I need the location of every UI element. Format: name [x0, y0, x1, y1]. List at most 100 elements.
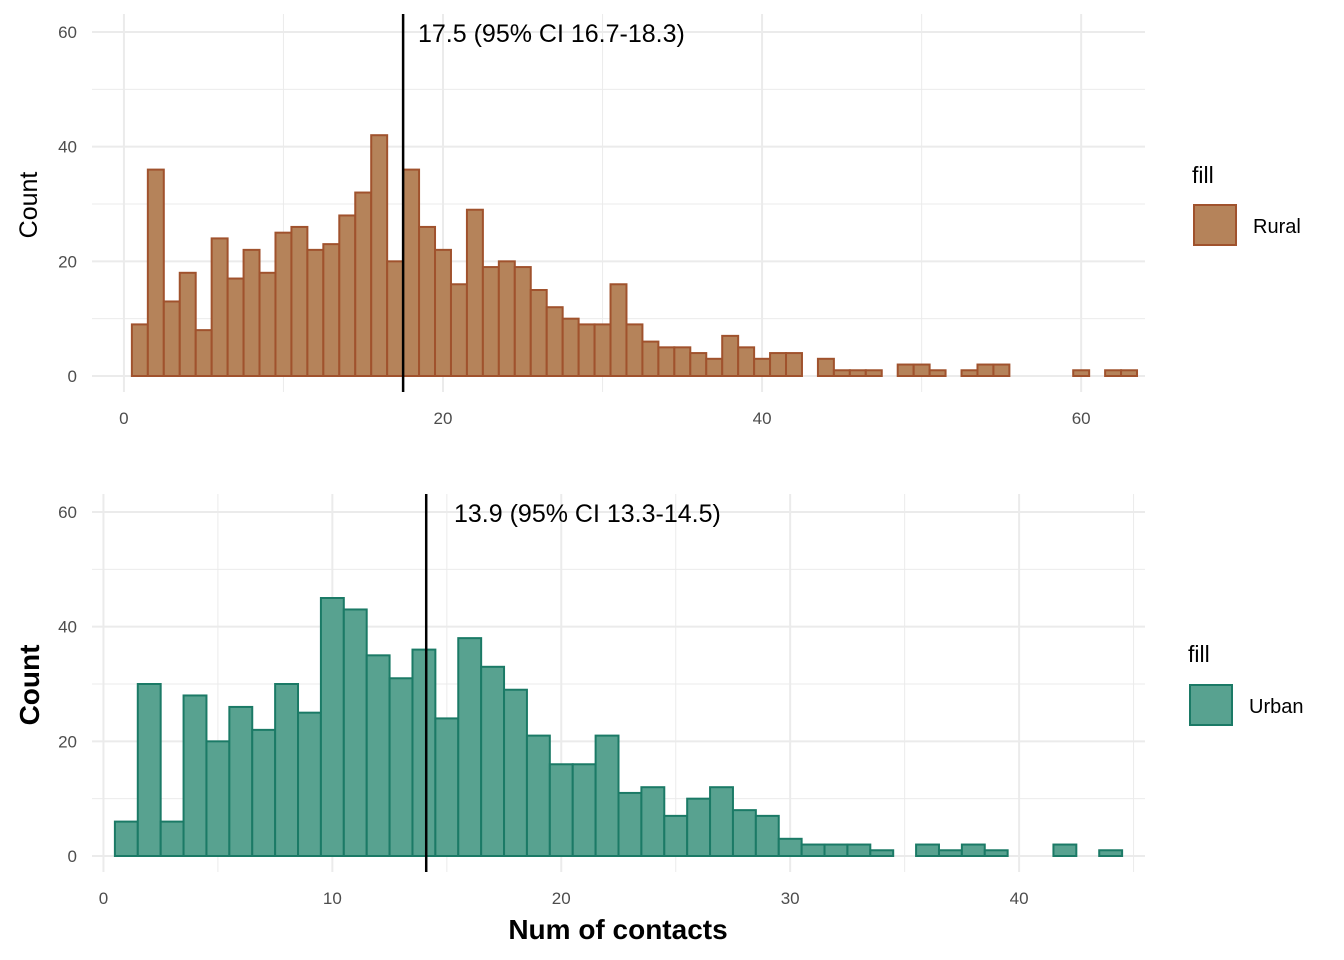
- x-axis-title: Num of contacts: [508, 914, 727, 945]
- rural-y-tick-label: 0: [68, 367, 77, 386]
- rural-bar: [465, 208, 484, 377]
- urban-x-tick-label: 10: [323, 889, 342, 908]
- rural-bar: [976, 363, 995, 377]
- rural-bar: [1072, 369, 1091, 377]
- urban-legend-title: fill: [1188, 641, 1210, 667]
- rural-bar: [274, 231, 293, 377]
- urban-bar: [846, 843, 872, 857]
- urban-legend-swatch: [1189, 684, 1233, 726]
- rural-bar: [1120, 369, 1139, 377]
- rural-bar: [449, 283, 468, 377]
- rural-bars: [130, 134, 1139, 378]
- rural-bar: [816, 357, 835, 377]
- rural-bar: [226, 277, 245, 377]
- rural-bar: [896, 363, 915, 377]
- urban-bar: [297, 711, 322, 858]
- urban-bar: [205, 740, 231, 857]
- rural-bar: [737, 346, 756, 378]
- urban-legend: fill Urban: [1188, 641, 1303, 726]
- rural-bar: [497, 260, 516, 378]
- rural-legend-title: fill: [1192, 162, 1214, 188]
- rural-bar: [178, 271, 197, 377]
- rural-bar: [832, 369, 851, 377]
- urban-bar: [1052, 843, 1078, 857]
- rural-bar: [322, 243, 341, 377]
- urban-bar: [251, 728, 277, 857]
- rural-bar: [657, 346, 676, 378]
- urban-bar: [274, 683, 300, 857]
- urban-bar: [663, 814, 689, 857]
- rural-x-tick-label: 20: [434, 409, 453, 428]
- urban-bar: [365, 654, 391, 857]
- urban-bar: [754, 814, 780, 857]
- rural-bar: [513, 266, 532, 378]
- rural-bar: [928, 369, 947, 377]
- rural-bar: [912, 363, 931, 377]
- rural-histogram-panel: 17.5 (95% CI 16.7-18.3) 0 20 40 60 0204060 …: [15, 14, 1301, 428]
- rural-bar: [960, 369, 979, 377]
- rural-bar: [418, 225, 437, 377]
- rural-bar: [609, 283, 628, 377]
- urban-mean-annotation: 13.9 (95% CI 13.3-14.5): [454, 500, 721, 528]
- urban-x-tick-label: 20: [552, 889, 571, 908]
- urban-y-tick-label: 20: [58, 732, 77, 751]
- urban-bar: [915, 843, 940, 857]
- urban-bar: [1098, 849, 1124, 857]
- urban-bar: [434, 717, 460, 858]
- urban-bar: [709, 786, 734, 858]
- urban-histogram-panel: 13.9 (95% CI 13.3-14.5) 0 10 20 30 40 0 20 40 6…: [14, 494, 1303, 945]
- rural-bar: [434, 248, 452, 377]
- rural-y-axis-title: Count: [15, 172, 43, 239]
- rural-bar: [848, 369, 867, 377]
- rural-bar: [258, 271, 277, 377]
- urban-bar: [388, 677, 414, 857]
- rural-bar: [370, 134, 389, 377]
- rural-bar: [210, 237, 229, 377]
- rural-bar: [354, 191, 373, 377]
- urban-bar: [823, 843, 849, 857]
- rural-x-tick-labels: 0 20 40 60: [119, 409, 1090, 428]
- urban-bar: [937, 849, 963, 857]
- rural-mean-annotation: 17.5 (95% CI 16.7-18.3): [418, 20, 685, 48]
- urban-bars: [113, 597, 1124, 858]
- rural-bar: [625, 323, 644, 377]
- rural-bar: [785, 352, 803, 378]
- rural-bar: [130, 323, 149, 377]
- urban-bar: [960, 843, 986, 857]
- urban-bar: [548, 763, 574, 857]
- rural-bar: [290, 225, 309, 377]
- rural-y-tick-label: 60: [58, 23, 77, 42]
- rural-bar: [1104, 369, 1123, 377]
- rural-bar: [338, 214, 357, 377]
- urban-bar: [777, 837, 803, 857]
- rural-x-tick-label: 0: [119, 409, 128, 428]
- rural-bar: [386, 260, 405, 378]
- rural-bar: [402, 168, 421, 377]
- urban-bar: [869, 849, 895, 857]
- rural-legend-swatch: [1193, 204, 1237, 246]
- rural-bar: [673, 346, 692, 378]
- urban-bar: [319, 597, 345, 857]
- urban-bar: [411, 648, 437, 857]
- urban-bar: [503, 688, 528, 857]
- rural-bar: [545, 306, 564, 378]
- urban-legend-label: Urban: [1249, 696, 1303, 718]
- urban-bar: [136, 683, 162, 857]
- rural-legend-label: Rural: [1253, 216, 1301, 238]
- rural-y-tick-labels: 0 20 40 60: [58, 23, 77, 386]
- rural-bar: [864, 369, 883, 377]
- urban-bar: [617, 791, 643, 858]
- rural-y-tick-label: 20: [58, 252, 77, 271]
- urban-bar: [457, 637, 483, 858]
- rural-bar: [689, 352, 708, 378]
- rural-bar: [146, 168, 165, 377]
- urban-bar: [480, 665, 506, 857]
- urban-bar: [731, 809, 757, 858]
- rural-bar: [529, 289, 548, 377]
- urban-bar: [640, 786, 666, 858]
- rural-bar: [705, 357, 724, 377]
- rural-bar: [306, 248, 325, 377]
- rural-bar: [242, 248, 261, 377]
- urban-bar: [594, 734, 620, 857]
